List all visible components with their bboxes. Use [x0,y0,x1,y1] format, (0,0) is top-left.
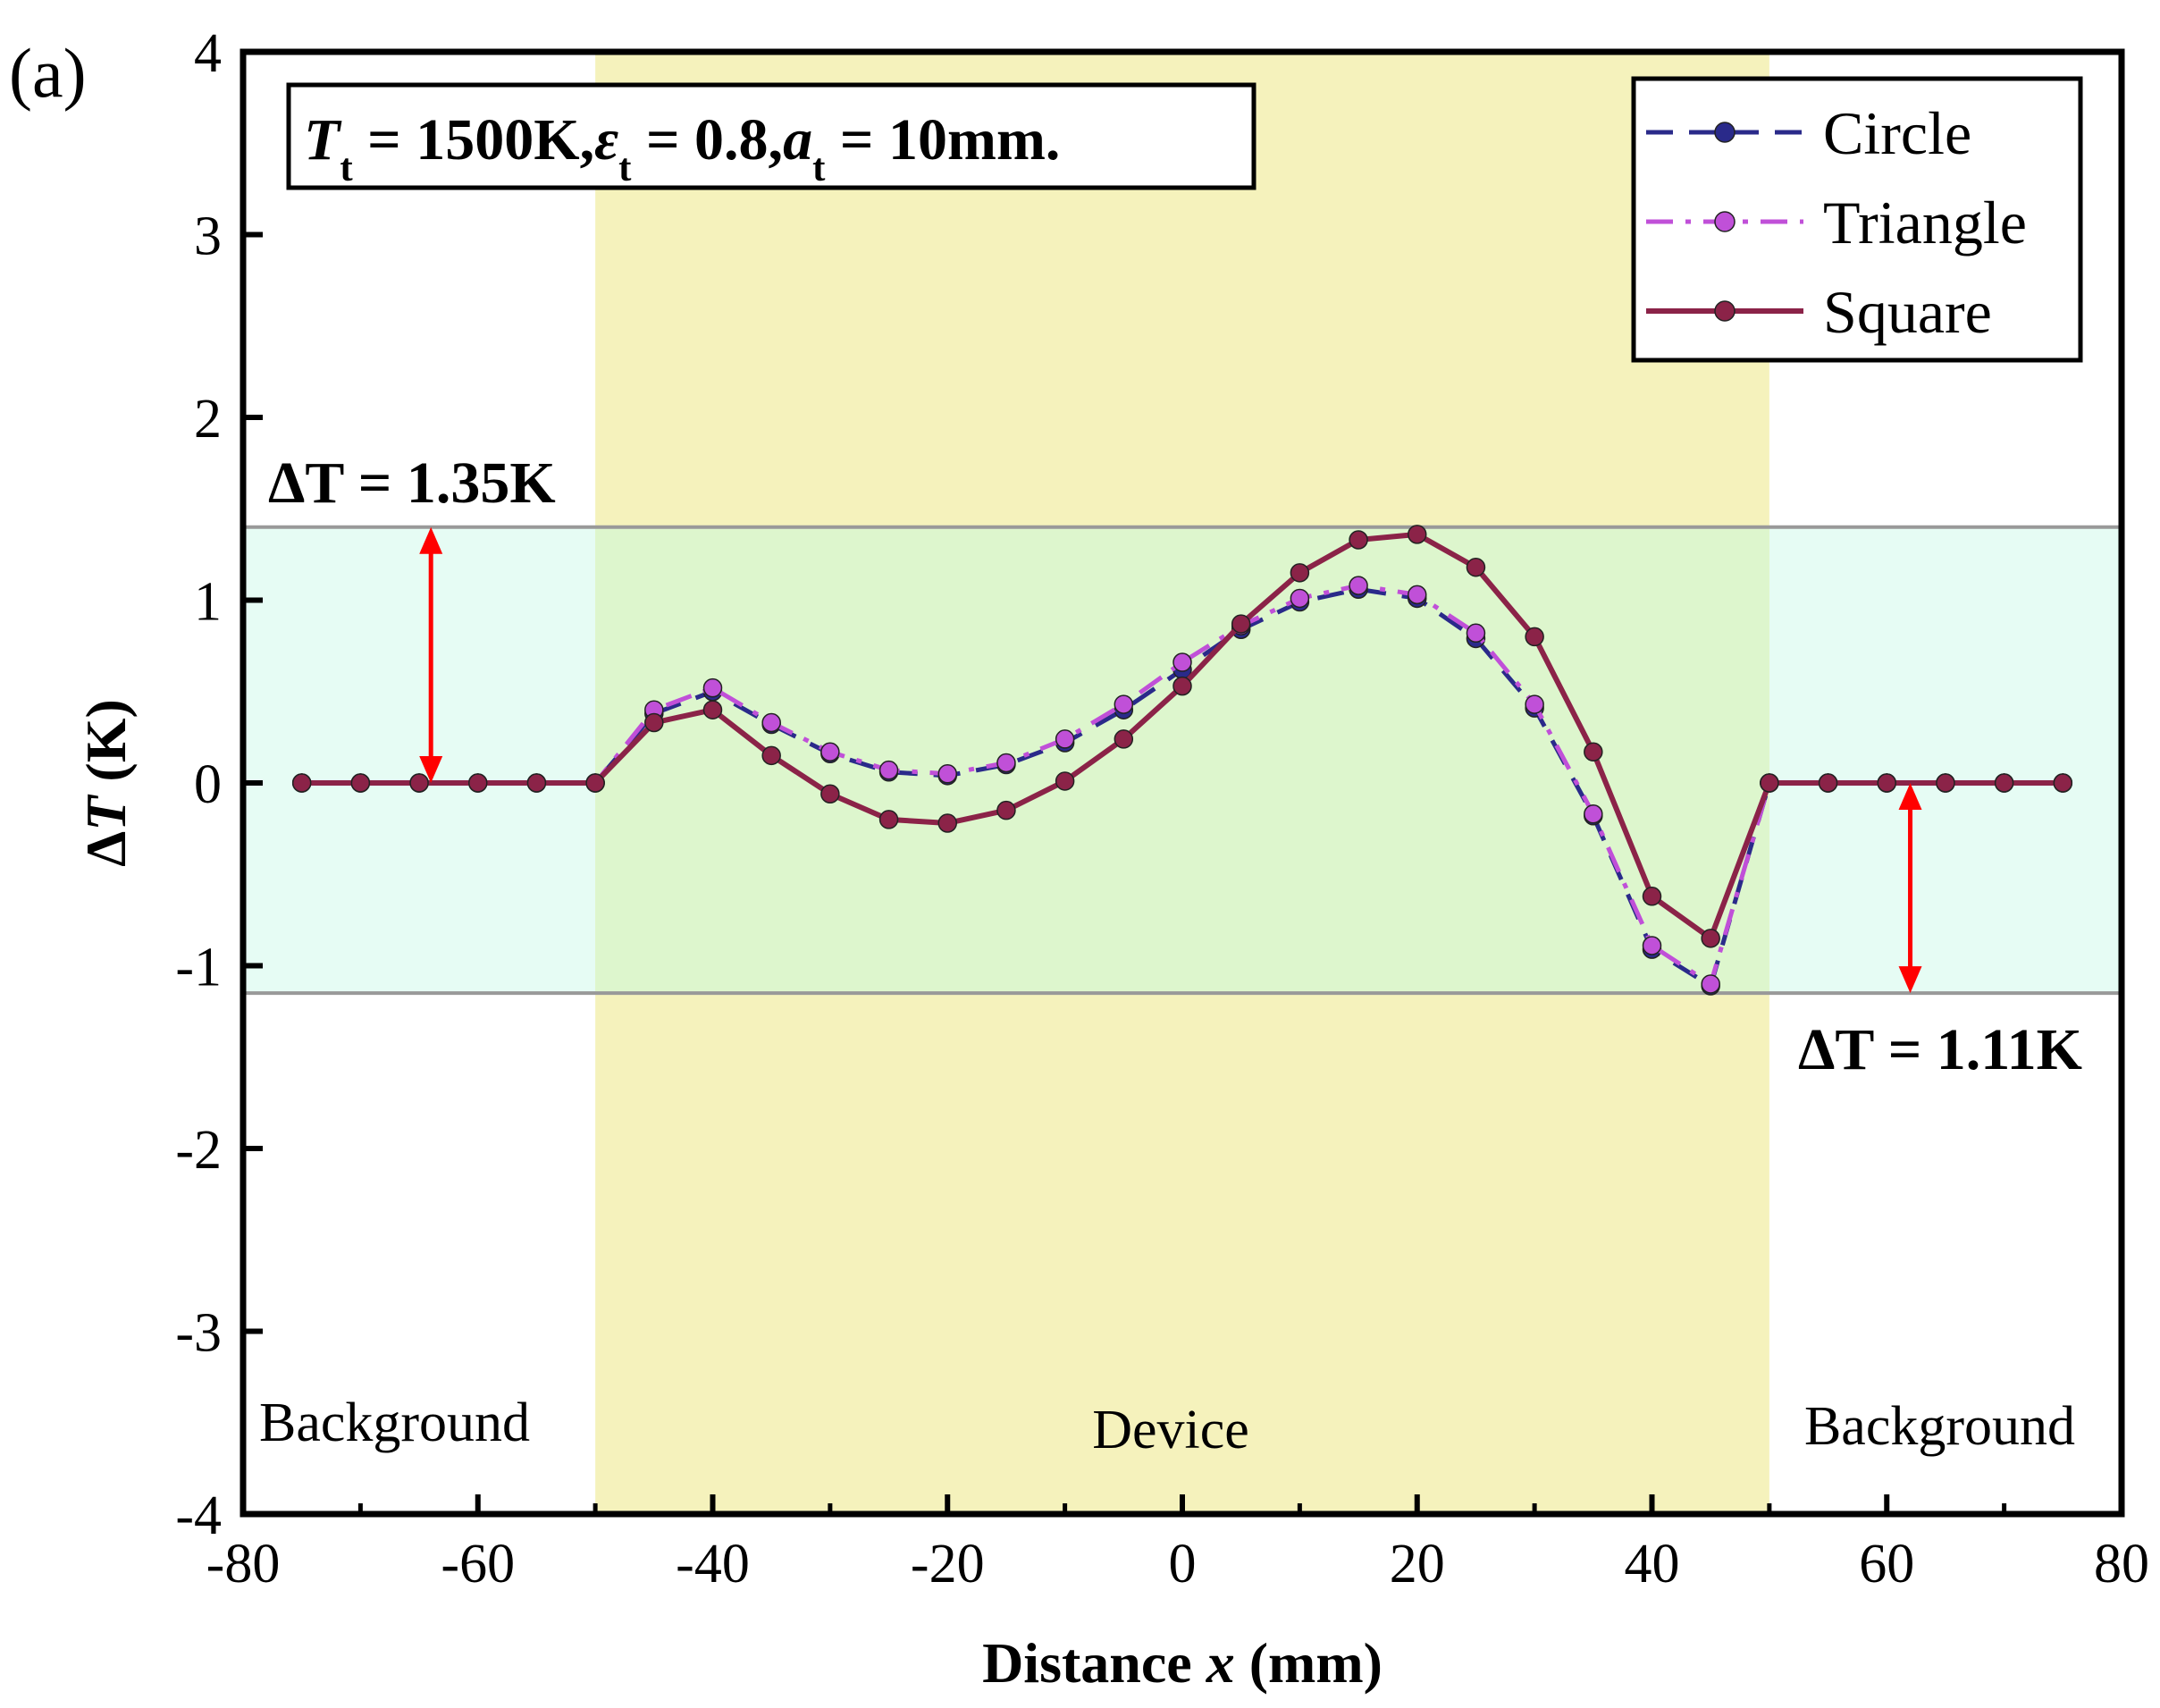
series-2-point [1877,773,1896,793]
legend-swatch-marker [1714,211,1736,232]
params-box [286,82,1256,190]
series-1-point [996,753,1016,773]
series-2-point [585,773,605,793]
x-tick-label: -80 [206,1534,281,1594]
y-tick-label: -1 [175,938,222,998]
series-1-point [1466,623,1486,644]
lower-arrow-head-bottom [1898,966,1922,994]
x-tick-label: 20 [1390,1534,1445,1594]
series-1-point [1290,588,1310,609]
upper-arrow [419,526,443,783]
upper-arrow-head-bottom [419,756,443,783]
y-tick-label: 2 [194,389,222,450]
series-1-point [1172,652,1192,672]
region-label-left: Background [259,1392,530,1453]
x-tick-label: -60 [441,1534,515,1594]
y-axis-title: ΔT (K) [74,699,138,867]
series-1-point [1349,576,1368,595]
series-2-point [1818,773,1838,793]
device-tolerance-overlap [595,526,1769,994]
series-2-point [1172,676,1192,696]
series-2-point [878,810,899,829]
series-2-point [409,773,429,793]
series-2-point [1525,627,1544,647]
series-1-point [1701,974,1720,994]
series-2-point [1701,929,1720,948]
lower-arrow [1898,783,1922,994]
series-2-point [702,700,723,719]
x-tick-label: 0 [1169,1534,1197,1594]
series-2-point [526,773,547,793]
series-2-point [1584,742,1603,761]
series-2-point [291,773,312,793]
legend-swatch-marker [1714,300,1736,322]
legend-label: Triangle [1823,189,2027,257]
params-label: Tt = 1500K,εt = 0.8,at = 10mm. [304,107,1060,189]
series-2-point [1994,773,2014,793]
y-tick-label: 4 [194,23,222,84]
series-2-point [1760,773,1779,793]
upper-annotation: ΔT = 1.35K [268,450,556,516]
series-1-point [702,677,723,698]
x-axis-title: Distance x (mm) [982,1631,1383,1695]
region-label-center: Device [1092,1400,1249,1460]
series-2-point [1231,614,1251,634]
y-tick-label: 0 [194,754,222,815]
series-2-point [1114,729,1134,749]
y-tick-label: -2 [175,1120,222,1181]
series-2-point [1408,525,1427,544]
series-1-point [878,760,899,780]
x-tick-label: -40 [676,1534,750,1594]
series-1-point [1642,936,1662,955]
y-tick-label: -3 [175,1303,222,1364]
series-1-point [1584,804,1603,824]
series-1-point [1408,585,1427,605]
y-tick-label: 3 [194,206,222,267]
series-2-point [644,712,664,733]
series-1-point [937,764,957,784]
series-2-point [937,813,957,833]
series-2-point [1290,563,1310,583]
series-2-point [1936,773,1955,793]
series-2-point [820,784,840,804]
series-1-point [1114,694,1134,714]
x-tick-label: 60 [1859,1534,1914,1594]
series-2-point [1055,771,1075,791]
series-2-point [350,773,371,793]
lower-annotation: ΔT = 1.11K [1798,1017,2082,1082]
series-1-point [761,712,781,733]
y-tick-label: -4 [175,1485,222,1546]
lower-arrow-head-top [1898,783,1922,810]
region-label-right: Background [1804,1396,2075,1457]
series-1-point [1525,694,1544,714]
upper-arrow-head-top [419,526,443,554]
x-tick-label: 40 [1625,1534,1680,1594]
series-2-point [1466,557,1486,577]
series-1-point [820,742,840,761]
series-1-point [1055,729,1075,749]
series-2-point [2053,773,2073,793]
x-tick-label: 80 [2094,1534,2149,1594]
series-2-point [761,745,781,766]
x-tick-label: -20 [911,1534,985,1594]
series-2-point [1642,887,1662,906]
legend-label: Circle [1823,99,1971,167]
series-2-point [1349,530,1368,550]
series-2-point [996,800,1016,820]
series-2-point [468,773,488,793]
legend-swatch-marker [1714,122,1736,143]
legend-label: Square [1823,278,1992,346]
y-tick-label: 1 [194,572,222,633]
panel-label: (a) [9,34,87,112]
